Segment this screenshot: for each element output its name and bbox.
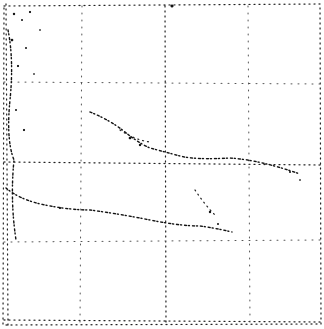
upper-curve bbox=[89, 111, 301, 175]
frame-left-inner bbox=[5, 3, 9, 326]
grid-vertical bbox=[164, 5, 167, 325]
lower-curve bbox=[5, 187, 233, 233]
frame bbox=[2, 3, 322, 326]
speckles bbox=[10, 4, 301, 225]
left-scribble bbox=[7, 29, 17, 241]
speckle-trail bbox=[119, 129, 216, 216]
